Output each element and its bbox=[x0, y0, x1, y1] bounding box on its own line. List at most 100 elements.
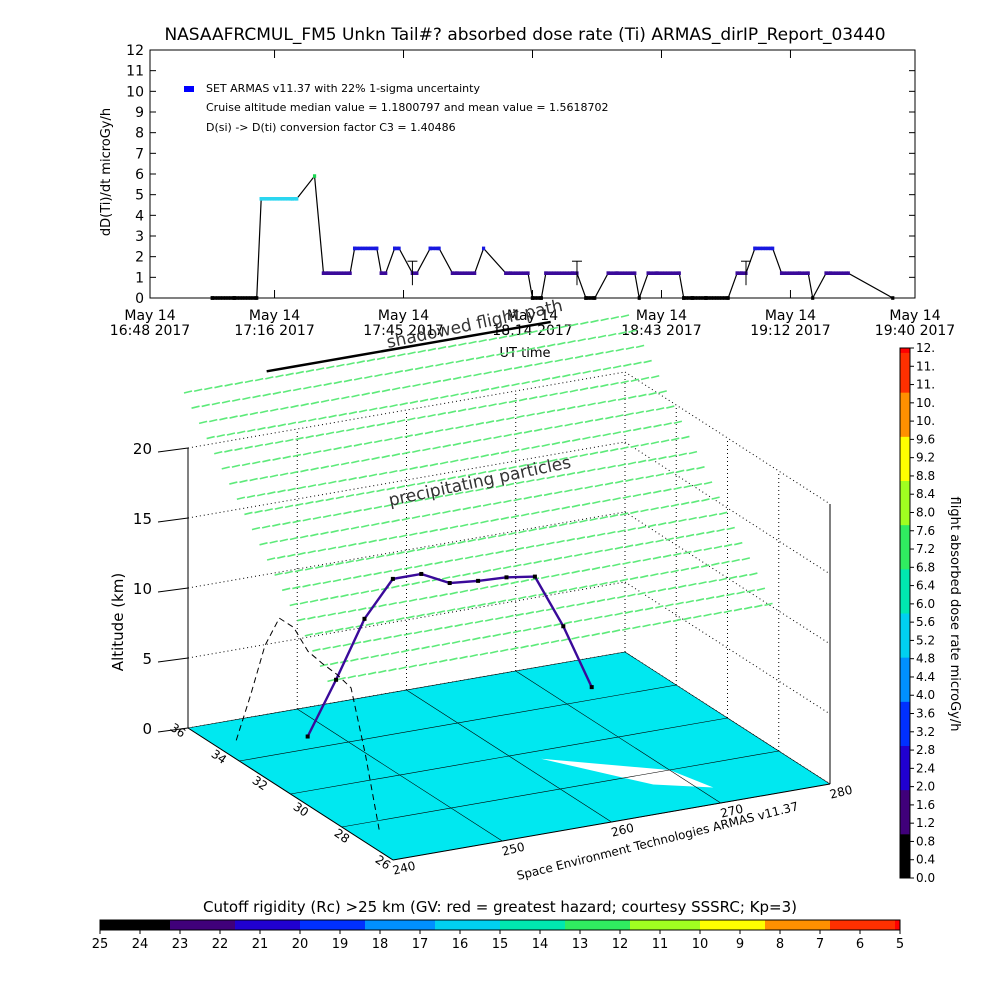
particle-dash bbox=[716, 594, 725, 599]
data-point bbox=[655, 271, 659, 275]
particle-dash bbox=[553, 622, 562, 627]
colorbar-swatch bbox=[900, 639, 910, 645]
colorbar-tick-label: 5.6 bbox=[916, 615, 935, 629]
particle-dash bbox=[340, 527, 350, 532]
ground-grid bbox=[341, 750, 779, 828]
particle-dash bbox=[627, 527, 636, 532]
colorbar-swatch bbox=[900, 648, 910, 654]
colorbar-swatch bbox=[900, 745, 910, 751]
particle-dash bbox=[569, 389, 579, 393]
particle-dash bbox=[638, 393, 647, 398]
particle-dash bbox=[685, 533, 695, 538]
particle-dash bbox=[312, 648, 321, 652]
particle-dash bbox=[274, 572, 283, 576]
data-point bbox=[240, 296, 245, 300]
particle-dash bbox=[335, 429, 345, 434]
y-tick-label: 10 bbox=[126, 84, 144, 100]
data-point bbox=[216, 296, 220, 300]
particle-dash bbox=[558, 522, 568, 527]
colorbar-swatch bbox=[880, 920, 886, 930]
particle-dash bbox=[483, 371, 492, 375]
colorbar-swatch bbox=[845, 920, 851, 930]
particle-dash bbox=[421, 579, 431, 584]
particle-dash bbox=[315, 433, 325, 437]
colorbar-swatch bbox=[900, 807, 910, 813]
particle-dash bbox=[399, 402, 408, 406]
particle-dash bbox=[698, 581, 707, 585]
particle-dash bbox=[645, 540, 654, 545]
particle-dash bbox=[468, 340, 477, 345]
particle-dash bbox=[562, 373, 571, 378]
particle-dash bbox=[612, 365, 622, 369]
colorbar-swatch bbox=[600, 920, 606, 930]
particle-dash bbox=[475, 355, 485, 360]
particle-dash bbox=[364, 375, 373, 379]
colorbar-swatch bbox=[900, 370, 910, 375]
particle-dash bbox=[703, 481, 713, 485]
particle-dash bbox=[594, 417, 604, 422]
colorbar-swatch bbox=[730, 920, 736, 930]
particle-dash bbox=[718, 511, 728, 516]
colorbar-swatch bbox=[320, 920, 326, 930]
colorbar-swatch bbox=[770, 920, 776, 930]
colorbar-swatch bbox=[695, 920, 701, 930]
particle-dash bbox=[490, 518, 499, 522]
data-point bbox=[312, 174, 317, 178]
particle-dash bbox=[622, 627, 631, 631]
data-point bbox=[691, 296, 695, 300]
particle-dash bbox=[500, 516, 510, 521]
particle-dash bbox=[284, 570, 293, 575]
particle-dash bbox=[406, 615, 415, 619]
particle-dash bbox=[290, 404, 299, 409]
data-point bbox=[450, 271, 455, 275]
particle-dash bbox=[357, 673, 367, 677]
particle-dash bbox=[511, 382, 520, 387]
chart-title: NASAAFRCMUL_FM5 Unkn Tail#? absorbed dos… bbox=[164, 25, 885, 45]
particle-dash bbox=[576, 602, 585, 606]
colorbar-swatch bbox=[900, 599, 910, 605]
particle-dash bbox=[569, 455, 578, 459]
colorbar-swatch bbox=[900, 635, 910, 640]
particle-dash bbox=[510, 514, 520, 519]
particle-dash bbox=[500, 582, 509, 587]
particle-dash bbox=[594, 483, 604, 488]
colorbar-swatch bbox=[900, 869, 910, 875]
particle-dash bbox=[239, 413, 248, 418]
particle-dash bbox=[434, 561, 443, 565]
data-point bbox=[379, 271, 383, 275]
particle-dash bbox=[627, 593, 636, 598]
particle-dash bbox=[426, 545, 436, 550]
particle-dash bbox=[427, 413, 436, 418]
data-point bbox=[286, 197, 290, 201]
colorbar-swatch bbox=[610, 920, 616, 930]
particle-dash bbox=[312, 582, 321, 586]
particle-dash bbox=[455, 425, 464, 430]
colorbar-swatch bbox=[885, 920, 891, 930]
particle-dash bbox=[310, 533, 319, 537]
particle-dash bbox=[368, 539, 377, 544]
dose-colorbar-title: flight absorbed dose rate microGy/h bbox=[947, 497, 962, 732]
particle-dash bbox=[307, 550, 316, 554]
particle-dash bbox=[600, 383, 609, 388]
data-point bbox=[552, 271, 556, 275]
legend-note-median: Cruise altitude median value = 1.1800797… bbox=[206, 101, 609, 114]
particle-dash bbox=[696, 532, 705, 536]
data-point bbox=[620, 271, 624, 275]
particle-dash bbox=[543, 624, 552, 629]
data-point bbox=[375, 246, 379, 251]
lon-tick-label: 260 bbox=[610, 821, 636, 840]
particle-dash bbox=[324, 629, 334, 634]
particle-dash bbox=[402, 385, 411, 389]
particle-dash bbox=[526, 413, 535, 417]
colorbar-tick-label: 9.2 bbox=[916, 451, 935, 465]
particle-dash bbox=[623, 363, 632, 367]
y-tick-label: 8 bbox=[135, 126, 144, 142]
colorbar-swatch bbox=[205, 920, 211, 930]
particle-dash bbox=[302, 584, 311, 588]
particle-dash bbox=[416, 547, 426, 552]
particle-dash bbox=[348, 477, 357, 481]
colorbar-swatch bbox=[900, 855, 910, 861]
shadowed-flight-path bbox=[266, 320, 551, 373]
lon-tick-label: 280 bbox=[828, 783, 854, 802]
